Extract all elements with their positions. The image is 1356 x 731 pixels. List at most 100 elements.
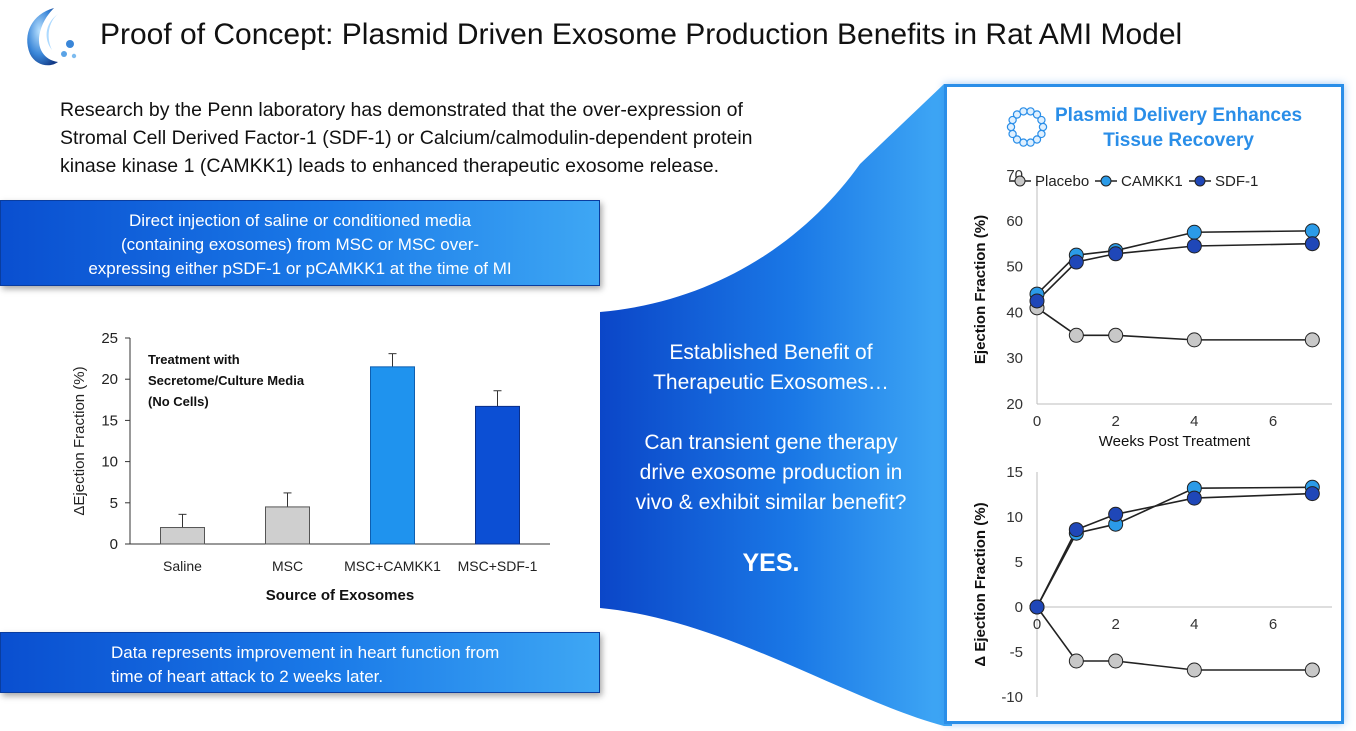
data-point [1186, 238, 1202, 254]
ring-bead [1019, 107, 1028, 116]
box-line: time of heart attack to 2 weeks later. [111, 667, 384, 686]
data-point [1108, 327, 1124, 343]
bar [370, 366, 415, 545]
exosome-ring-icon [1006, 107, 1048, 147]
chart-annotation: Secretome/Culture Media [148, 373, 305, 388]
page-title: Proof of Concept: Plasmid Driven Exosome… [100, 18, 1183, 51]
y-tick-label: 15 [1006, 464, 1023, 481]
chart-annotation: Treatment with [148, 352, 240, 367]
box-line: expressing either pSDF-1 or pCAMKK1 at t… [88, 259, 512, 278]
x-tick-label: Saline [163, 558, 202, 574]
data-point [1108, 653, 1124, 669]
data-point [1304, 223, 1320, 239]
series-line [1036, 486, 1313, 608]
ring-bead [1026, 138, 1035, 147]
callout-line: drive exosome production in [639, 461, 903, 484]
data-point [1068, 327, 1084, 343]
callout-line: Can transient gene therapy [644, 431, 898, 454]
data-point [1068, 522, 1084, 538]
ring-bead [1012, 135, 1022, 144]
legend-marker [1194, 175, 1206, 187]
x-tick-label: 4 [1190, 616, 1198, 633]
ring-bead [1008, 129, 1017, 139]
bar [475, 405, 520, 545]
bar-chart: 0 5 10 15 20 25 Saline MSC MSC+CAMKK1 MSC+SDF-1 So… [71, 330, 550, 604]
data-note-box: Data represents improvement in heart fun… [0, 632, 600, 693]
data-point [1186, 662, 1202, 678]
y-tick-label: 10 [101, 454, 118, 471]
data-point [1186, 224, 1202, 240]
x-tick-label: MSC+SDF-1 [458, 558, 538, 574]
ring-bead [1032, 110, 1042, 119]
legend-label: SDF-1 [1215, 173, 1258, 190]
legend-label: CAMKK1 [1121, 173, 1183, 190]
y-tick-label: 25 [101, 330, 118, 347]
chart-annotation: (No Cells) [148, 394, 209, 409]
x-tick-label: MSC [272, 558, 303, 574]
center-callout-text: Established Benefit of Therapeutic Exoso… [606, 338, 936, 578]
results-panel: Plasmid Delivery Enhances Tissue Recover… [944, 84, 1344, 724]
x-tick-label: 0 [1033, 413, 1041, 430]
bar [265, 506, 310, 545]
y-axis-title: ΔEjection Fraction (%) [71, 366, 88, 515]
intro-line: Research by the Penn laboratory has demo… [60, 99, 743, 121]
y-axis-title: Δ Ejection Fraction (%) [972, 502, 989, 666]
data-point [1186, 332, 1202, 348]
y-axis-title: Ejection Fraction (%) [972, 215, 989, 364]
legend-marker [1100, 175, 1112, 187]
panel-title: Plasmid Delivery Enhances Tissue Recover… [1055, 103, 1302, 153]
series-line [1036, 492, 1313, 608]
delta-ejection-fraction-line-chart: -10 -5 0 5 10 15 0 2 4 6 Δ Ejection Fraction (%) [972, 464, 1332, 706]
data-point [1108, 506, 1124, 522]
y-tick-label: 0 [1015, 599, 1023, 616]
intro-line: kinase kinase 1 (CAMKK1) leads to enhanc… [60, 155, 720, 177]
x-tick-label: 2 [1111, 616, 1119, 633]
x-tick-label: 0 [1033, 616, 1041, 633]
y-tick-label: 5 [110, 495, 118, 512]
y-tick-label: 60 [1006, 213, 1023, 230]
y-tick-label: 20 [1006, 396, 1023, 413]
data-point [1304, 236, 1320, 252]
panel-title-line: Plasmid Delivery Enhances [1055, 105, 1303, 126]
data-point [1068, 254, 1084, 270]
callout-line: vivo & exhibit similar benefit? [635, 491, 907, 514]
data-point [1304, 662, 1320, 678]
x-axis-title: Source of Exosomes [266, 587, 414, 604]
data-point [1304, 332, 1320, 348]
y-tick-label: 30 [1006, 350, 1023, 367]
x-axis-title: Weeks Post Treatment [1099, 433, 1251, 449]
y-tick-label: 20 [101, 371, 118, 388]
legend-label: Placebo [1035, 173, 1089, 190]
box-line: Data represents improvement in heart fun… [111, 643, 500, 662]
y-tick-label: 50 [1006, 259, 1023, 276]
x-tick-label: 4 [1190, 413, 1198, 430]
legend-marker [1014, 175, 1026, 187]
ring-bead [1038, 122, 1048, 132]
ring-bead [1037, 129, 1046, 139]
x-tick-label: MSC+CAMKK1 [344, 558, 441, 574]
intro-paragraph: Research by the Penn laboratory has demo… [60, 96, 860, 180]
data-point [1068, 653, 1084, 669]
ring-bead [1006, 122, 1016, 132]
panel-title-line: Tissue Recovery [1103, 130, 1254, 151]
data-point [1029, 599, 1045, 615]
box-line: (containing exosomes) from MSC or MSC ov… [120, 235, 480, 254]
callout-line: Established Benefit of [669, 341, 873, 364]
x-tick-label: 6 [1269, 413, 1277, 430]
data-point [1186, 490, 1202, 506]
y-tick-label: 10 [1006, 509, 1023, 526]
bar [160, 527, 205, 545]
x-tick-label: 6 [1269, 616, 1277, 633]
intro-line: Stromal Cell Derived Factor-1 (SDF-1) or… [60, 127, 753, 149]
data-point [1304, 486, 1320, 502]
callout-answer: YES. [742, 549, 800, 577]
y-tick-label: 0 [110, 536, 118, 553]
center-callout-shape [600, 84, 952, 726]
y-tick-label: 15 [101, 412, 118, 429]
ring-bead [1037, 115, 1046, 125]
box-line: Direct injection of saline or conditione… [128, 211, 472, 230]
callout-line: Therapeutic Exosomes… [653, 371, 889, 394]
ring-bead [1008, 115, 1017, 125]
y-tick-label: -5 [1010, 644, 1023, 661]
